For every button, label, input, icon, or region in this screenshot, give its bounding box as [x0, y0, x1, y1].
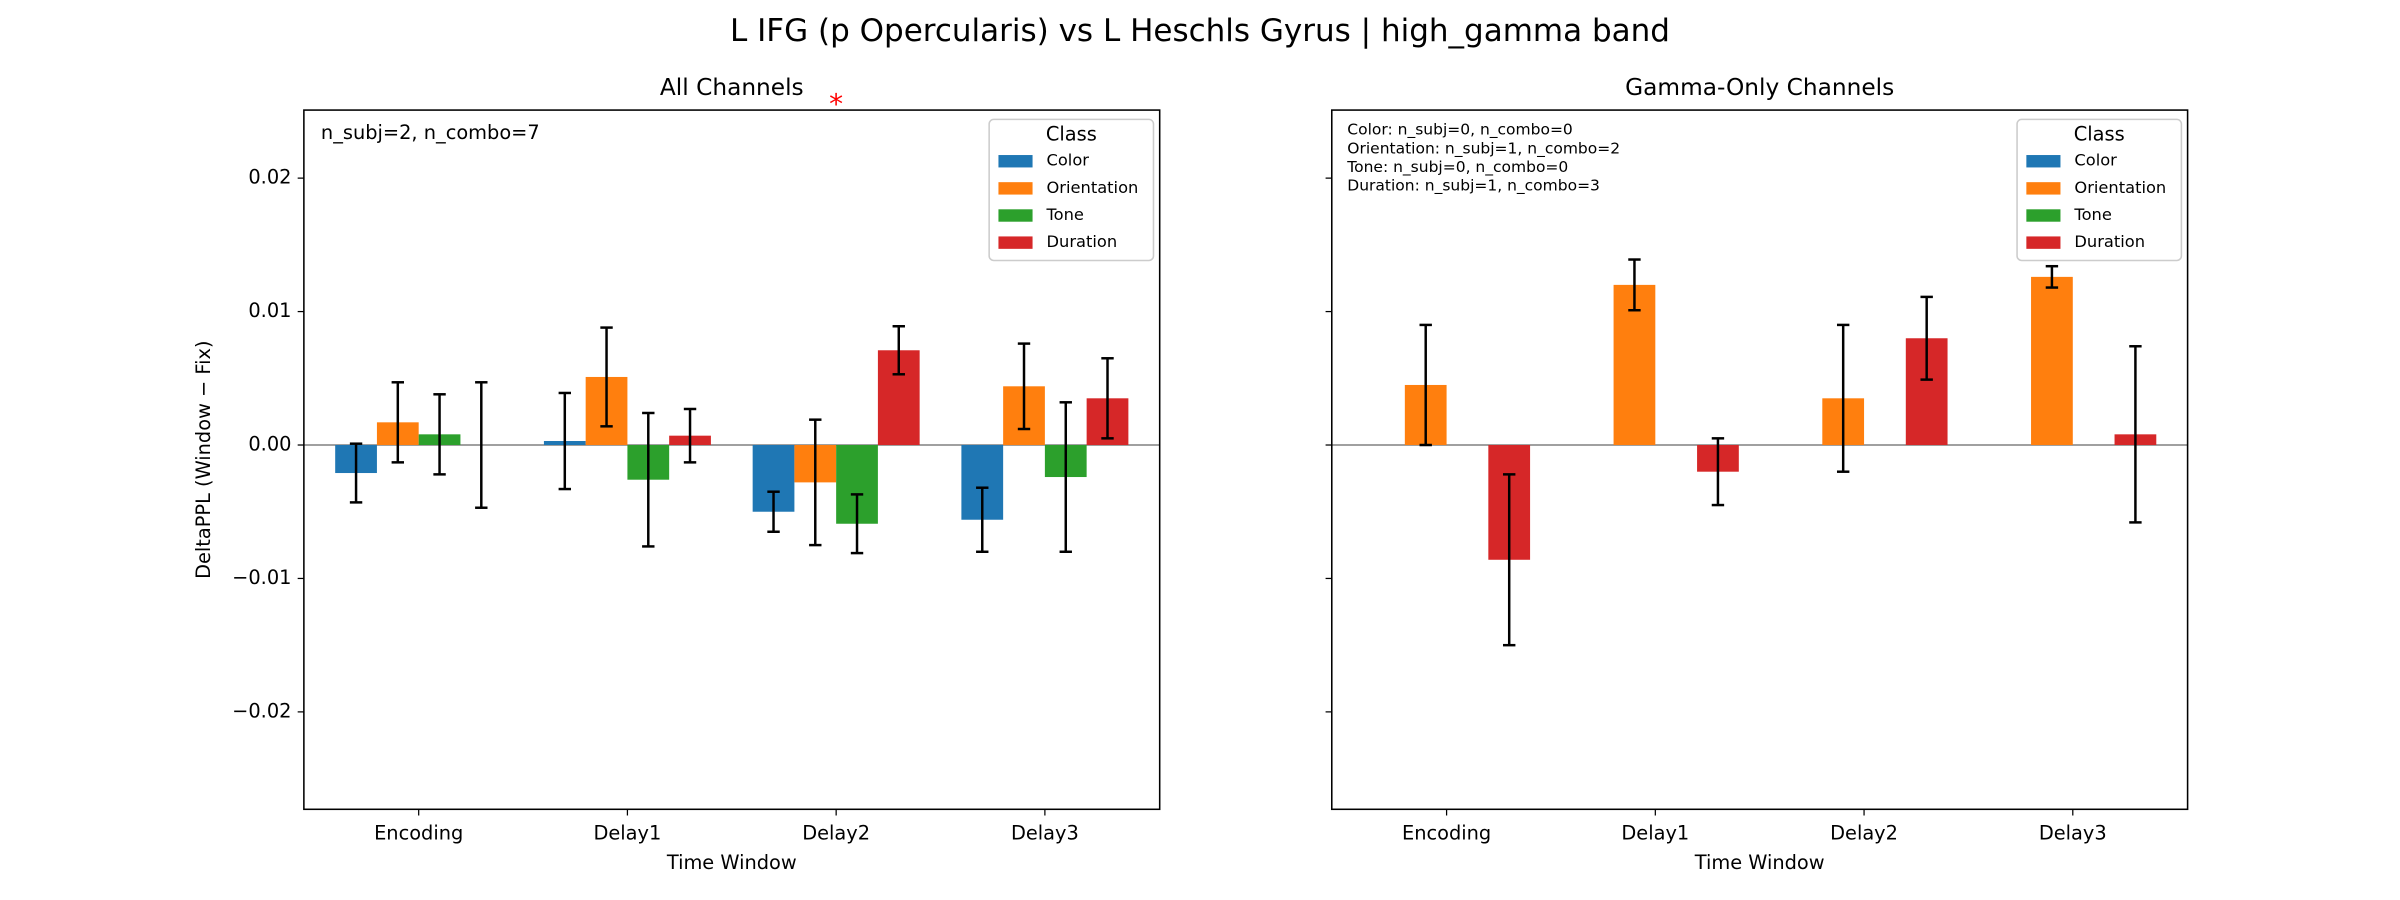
y-axis-label: DeltaPPL (Window − Fix) [192, 340, 215, 578]
significance-marker: * [829, 87, 843, 120]
error-bar [683, 407, 697, 464]
error-bar [433, 393, 446, 476]
legend-title: Class [2074, 122, 2125, 145]
error-bar [349, 442, 363, 504]
axes-title: Gamma-Only Channels [1625, 74, 1894, 101]
error-bar [767, 490, 780, 533]
x-tick-label: Delay1 [1621, 822, 1689, 845]
error-bar [558, 391, 571, 491]
error-bar [1101, 357, 1114, 440]
legend-swatch [2026, 155, 2061, 168]
legend-swatch [2026, 236, 2061, 249]
axes-title: All Channels [660, 74, 804, 101]
legend-swatch [2026, 209, 2061, 222]
annotation: n_subj=2, n_combo=7 [321, 121, 540, 144]
x-tick-label: Delay3 [1011, 822, 1079, 845]
x-tick-label: Delay2 [1830, 822, 1898, 845]
legend-title: Class [1046, 122, 1097, 145]
error-bar [976, 486, 989, 554]
legend-label: Color [1047, 151, 1090, 170]
legend-swatch [2026, 182, 2061, 195]
error-bar [2045, 264, 2059, 289]
annotation: Duration: n_subj=1, n_combo=3 [1347, 177, 1600, 196]
annotation: Color: n_subj=0, n_combo=0 [1347, 121, 1573, 140]
x-tick-label: Encoding [374, 822, 463, 845]
error-bar [2129, 345, 2142, 524]
legend-label: Orientation [2074, 178, 2166, 197]
legend-swatch [998, 155, 1033, 168]
error-bar [475, 381, 488, 509]
legend-label: Tone [2073, 205, 2111, 224]
error-bar [1836, 323, 1850, 473]
legend-label: Orientation [1047, 178, 1139, 197]
error-bar [809, 418, 822, 547]
legend-label: Duration [1047, 232, 1118, 251]
x-tick-label: Encoding [1402, 822, 1491, 845]
bar [1613, 284, 1656, 446]
legend-label: Color [2074, 151, 2117, 170]
x-tick-label: Delay1 [593, 822, 661, 845]
error-bar [1419, 323, 1432, 447]
legend-swatch [998, 236, 1033, 249]
x-tick-label: Delay2 [802, 822, 870, 845]
y-tick-label: −0.02 [232, 699, 291, 722]
error-bar [850, 493, 864, 555]
legend-label: Duration [2074, 232, 2145, 251]
error-bar [1920, 295, 1933, 381]
y-tick-label: 0.01 [248, 299, 291, 322]
error-bar [892, 325, 905, 376]
bar [2031, 276, 2073, 446]
error-bar [1059, 401, 1072, 554]
legend-swatch [998, 182, 1033, 195]
legend-label: Tone [1046, 205, 1084, 224]
error-bar [1017, 342, 1031, 431]
axes-frame [1331, 109, 2189, 811]
annotation: Orientation: n_subj=1, n_combo=2 [1347, 139, 1620, 158]
legend-box [2016, 118, 2183, 262]
y-tick-label: 0.00 [248, 433, 291, 456]
y-tick-label: −0.01 [232, 566, 291, 589]
error-bar [391, 381, 405, 464]
legend-swatch [998, 209, 1033, 222]
x-axis-label: Time Window [666, 851, 797, 874]
error-bar [1711, 437, 1725, 507]
legend-box [988, 118, 1155, 262]
x-axis-label: Time Window [1694, 851, 1825, 874]
error-bar [1503, 473, 1516, 647]
annotation: Tone: n_subj=0, n_combo=0 [1346, 158, 1568, 177]
error-bar [642, 411, 655, 548]
figure-title: L IFG (p Opercularis) vs L Heschls Gyrus… [730, 13, 1670, 49]
x-tick-label: Delay3 [2039, 822, 2107, 845]
error-bar [1628, 258, 1641, 312]
y-tick-label: 0.02 [248, 166, 291, 189]
error-bar [600, 326, 613, 428]
axes-frame [303, 109, 1161, 811]
